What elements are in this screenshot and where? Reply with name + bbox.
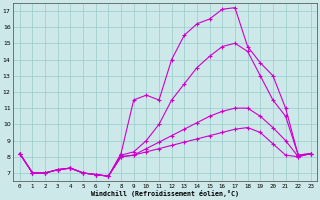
X-axis label: Windchill (Refroidissement éolien,°C): Windchill (Refroidissement éolien,°C) (91, 190, 239, 197)
